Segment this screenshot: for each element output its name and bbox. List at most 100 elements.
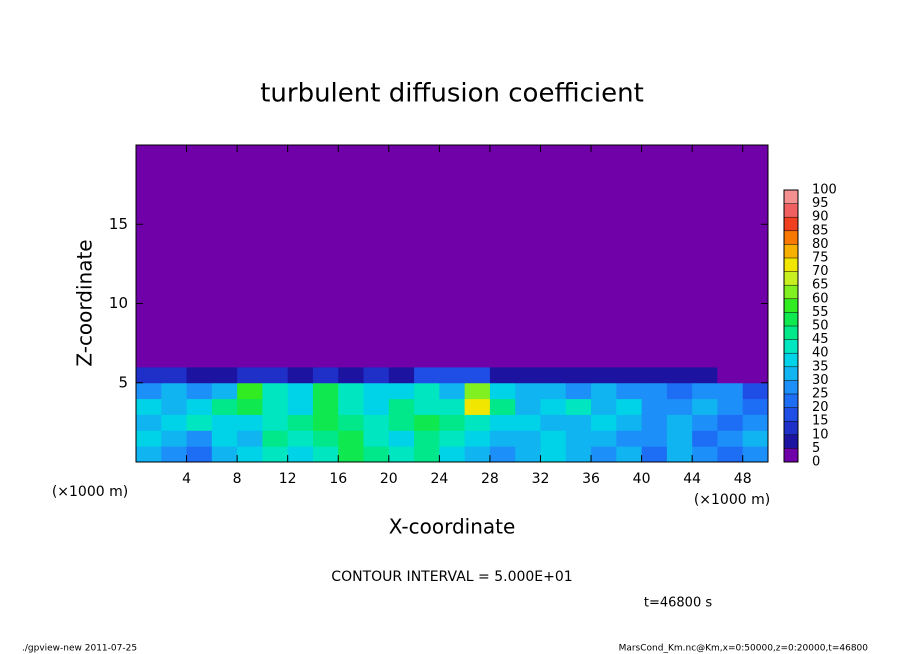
heat-cell xyxy=(515,382,541,400)
heat-cell xyxy=(414,414,440,431)
colorbar-label: 100 xyxy=(812,183,837,198)
heat-cell xyxy=(439,366,466,384)
heat-cell xyxy=(237,430,263,447)
heat-cell xyxy=(363,398,390,415)
heat-cell xyxy=(591,366,617,384)
heat-cell xyxy=(439,446,466,463)
colorbar-label: 65 xyxy=(812,278,829,293)
heat-cell xyxy=(489,398,516,415)
heat-cell xyxy=(136,430,162,447)
heat-cell xyxy=(666,145,693,368)
heat-cell xyxy=(388,382,415,400)
heat-cell xyxy=(439,398,466,415)
heat-cell xyxy=(616,145,643,368)
colorbar-swatch xyxy=(784,434,798,449)
heat-cell xyxy=(641,382,668,400)
heat-cell xyxy=(591,382,617,400)
heat-cell xyxy=(666,398,693,415)
heat-cell xyxy=(388,430,415,447)
heat-cell xyxy=(338,145,365,368)
heat-cell xyxy=(641,414,668,431)
heat-cell xyxy=(692,398,718,415)
colorbar-swatch xyxy=(784,203,798,218)
heat-cell xyxy=(363,430,390,447)
heat-cell xyxy=(237,398,263,415)
heat-cell xyxy=(338,446,365,463)
heat-cell xyxy=(338,398,365,415)
heat-cell xyxy=(742,366,769,384)
heat-cell xyxy=(388,446,415,463)
heat-cell xyxy=(312,446,339,463)
heat-cell xyxy=(717,430,744,447)
heat-cell xyxy=(540,145,567,368)
heat-cell xyxy=(666,446,693,463)
heat-cell xyxy=(414,446,440,463)
x-tick-label: 8 xyxy=(233,471,242,487)
heat-cell xyxy=(666,430,693,447)
heat-cell xyxy=(312,382,339,400)
heat-cell xyxy=(237,414,263,431)
colorbar-label: 70 xyxy=(812,264,829,279)
heat-cell xyxy=(616,430,643,447)
heat-cell xyxy=(414,382,440,400)
footer-left: ./gpview-new 2011-07-25 xyxy=(22,644,137,654)
heat-cell xyxy=(641,446,668,463)
heat-cell xyxy=(489,446,516,463)
heat-cell xyxy=(742,446,769,463)
x-tick-label: 40 xyxy=(633,471,651,487)
heat-cell xyxy=(211,382,238,400)
heat-cell xyxy=(388,414,415,431)
heat-cell xyxy=(136,414,162,431)
heat-cell xyxy=(287,398,314,415)
colorbar-swatch xyxy=(784,353,798,367)
heat-cell xyxy=(312,145,339,368)
heat-cell xyxy=(717,145,744,368)
heat-cell xyxy=(363,366,390,384)
heat-cell xyxy=(161,446,188,463)
colorbar-swatch xyxy=(784,448,798,462)
heat-cell xyxy=(186,430,213,447)
heat-cell xyxy=(186,414,213,431)
colorbar-swatch xyxy=(784,312,798,326)
x-tick-label: 4 xyxy=(182,471,191,487)
heat-cell xyxy=(312,414,339,431)
heat-cell xyxy=(616,398,643,415)
heat-cell xyxy=(641,145,668,368)
heat-cell xyxy=(565,430,592,447)
heat-cell xyxy=(565,398,592,415)
heat-cell xyxy=(262,446,289,463)
heat-cell xyxy=(692,446,718,463)
heat-cell xyxy=(262,414,289,431)
heat-cell xyxy=(161,366,188,384)
heat-cell xyxy=(161,398,188,415)
y-tick-label: 5 xyxy=(118,373,128,391)
colorbar-label: 95 xyxy=(812,196,829,211)
heat-cell xyxy=(211,145,238,368)
chart-title: turbulent diffusion coefficient xyxy=(260,79,644,109)
colorbar-label: 75 xyxy=(812,251,829,266)
footer-right: MarsCond_Km.nc@Km,x=0:50000,z=0:20000,t=… xyxy=(619,644,869,654)
colorbar-label: 30 xyxy=(812,373,829,388)
heat-cell xyxy=(565,382,592,400)
heat-cell xyxy=(287,414,314,431)
heat-cell xyxy=(262,145,289,368)
heat-cell xyxy=(186,366,213,384)
x-tick-label: 24 xyxy=(430,471,448,487)
heat-cell xyxy=(666,382,693,400)
heat-cell xyxy=(363,382,390,400)
colorbar-swatch xyxy=(784,298,798,313)
colorbar-swatch xyxy=(784,258,798,272)
heat-cell xyxy=(641,398,668,415)
heat-cell xyxy=(464,366,491,384)
colorbar-swatch xyxy=(784,326,798,340)
colorbar-swatch xyxy=(784,285,798,299)
heat-cell xyxy=(717,398,744,415)
colorbar-label: 50 xyxy=(812,319,829,334)
heat-cell xyxy=(262,366,289,384)
heat-cell xyxy=(338,366,365,384)
heat-cell xyxy=(338,414,365,431)
colorbar-swatch xyxy=(784,407,798,422)
heat-cell xyxy=(742,430,769,447)
heat-cell xyxy=(464,145,491,368)
